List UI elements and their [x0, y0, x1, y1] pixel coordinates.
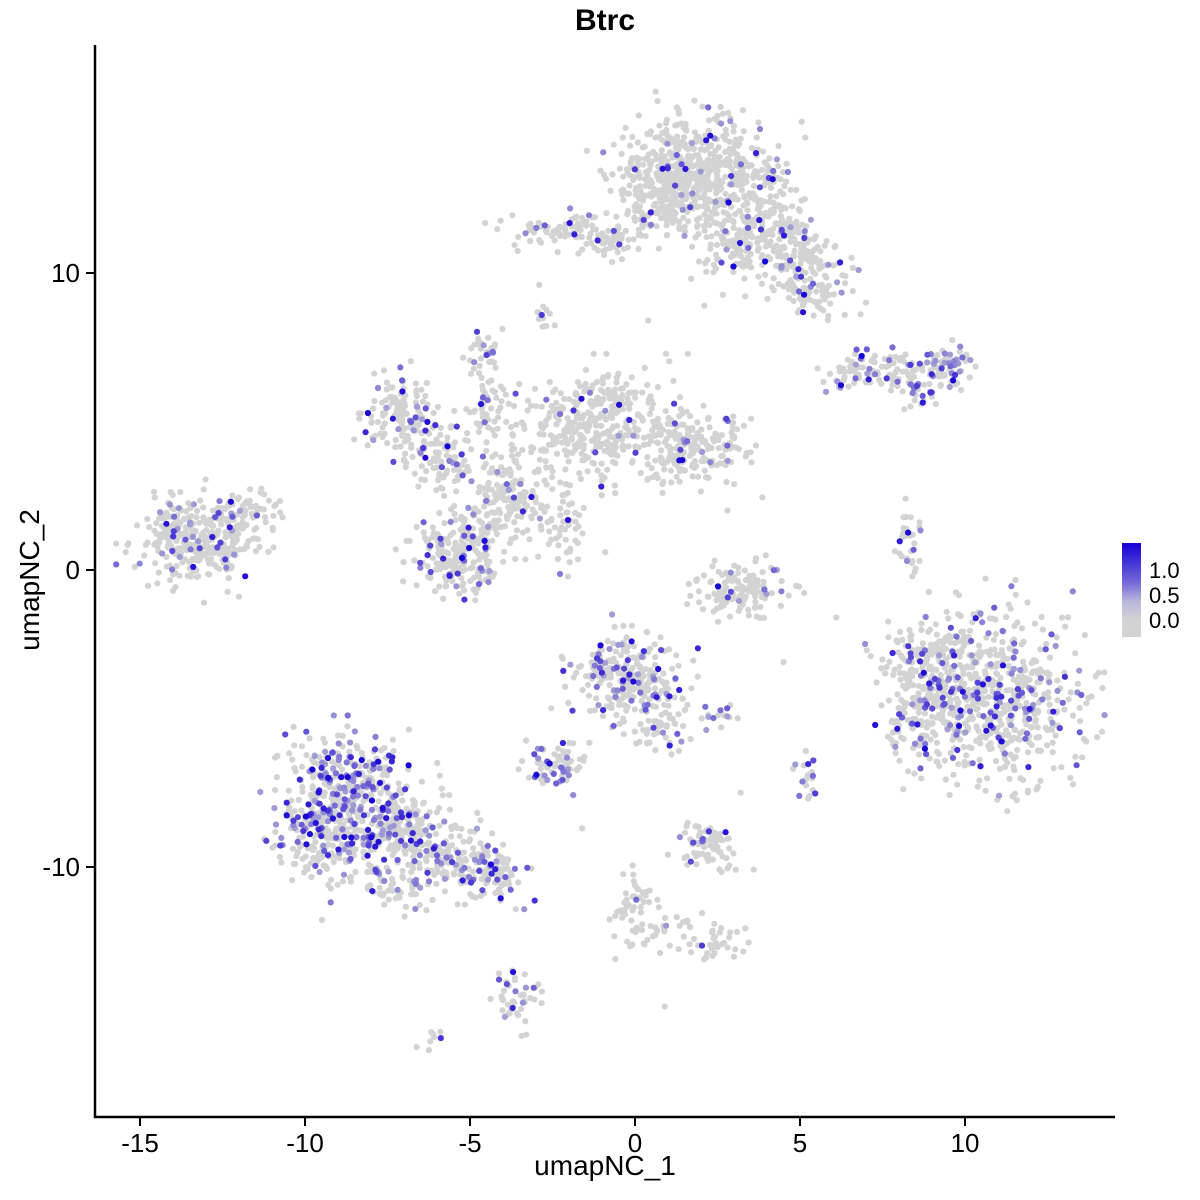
legend-label-mid: 0.5 — [1149, 583, 1180, 608]
x-tick-label: -15 — [121, 1128, 159, 1158]
y-axis-label: umapNC_2 — [14, 509, 45, 651]
legend-label-high: 1.0 — [1149, 558, 1180, 583]
x-tick-label: 5 — [793, 1128, 807, 1158]
x-tick-label: 10 — [951, 1128, 980, 1158]
x-axis-label: umapNC_1 — [534, 1150, 676, 1181]
x-tick-label: -5 — [458, 1128, 481, 1158]
y-tick-label: 0 — [66, 555, 80, 585]
gray-points-layer — [113, 88, 1108, 1054]
expressed-points-layer — [113, 104, 1108, 1042]
axis-lines — [93, 45, 1115, 1119]
legend-gradient-bar — [1122, 543, 1141, 637]
y-tick-label: -10 — [42, 852, 80, 882]
x-tick-label: -10 — [286, 1128, 324, 1158]
legend-label-low: 0.0 — [1149, 608, 1180, 633]
y-tick-label: 10 — [51, 258, 80, 288]
chart-title: Btrc — [574, 4, 635, 37]
x-tick-label: 0 — [628, 1128, 642, 1158]
